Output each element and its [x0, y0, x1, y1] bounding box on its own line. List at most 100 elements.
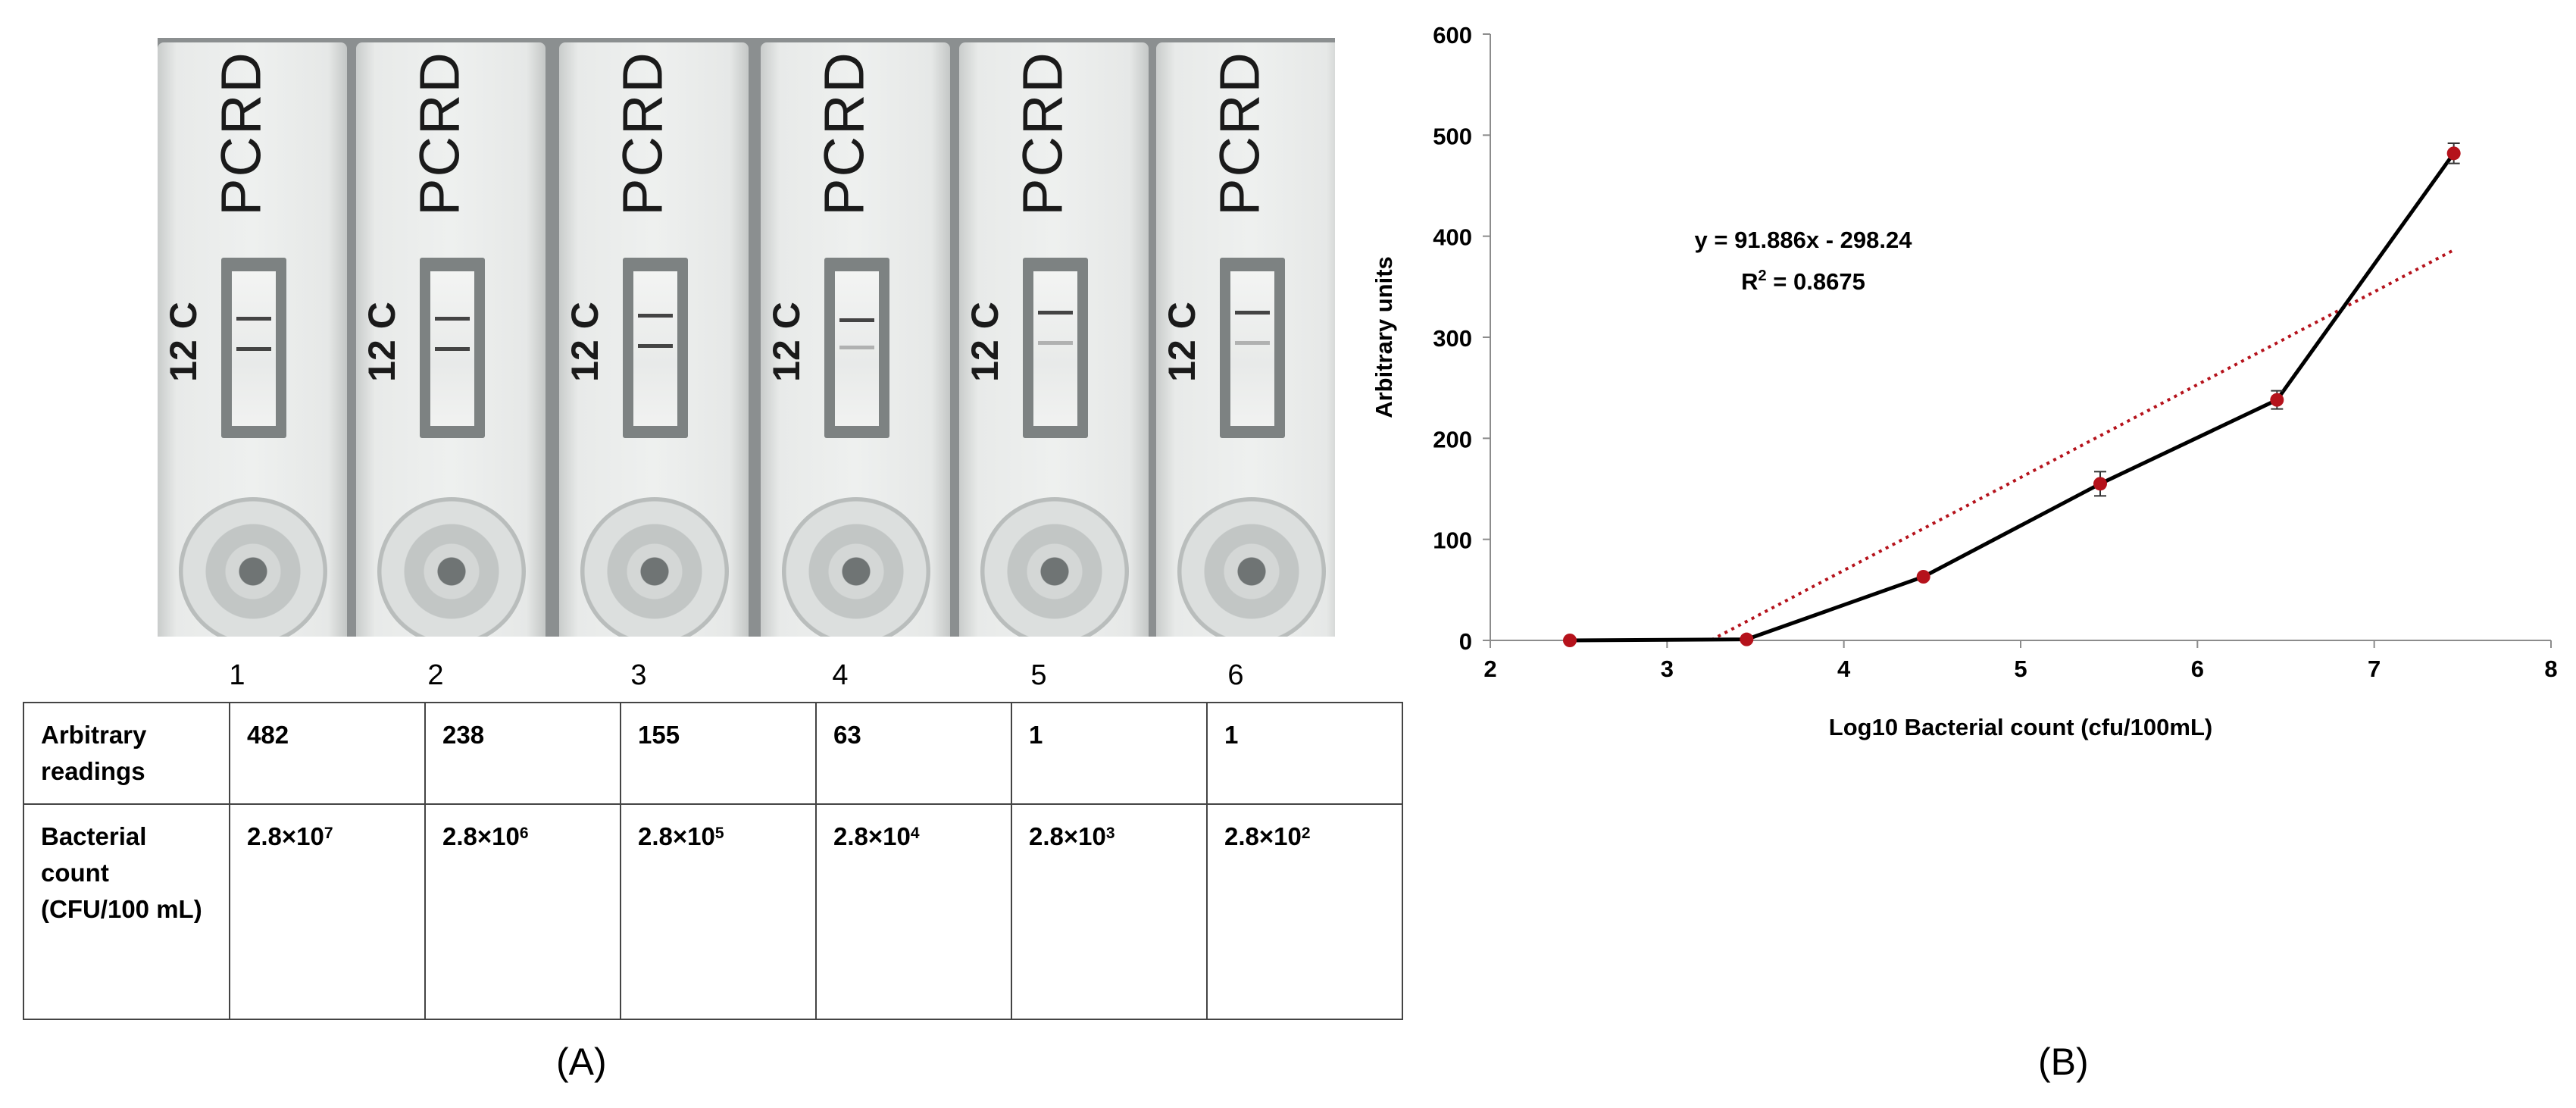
strip-number: 5 [1030, 659, 1047, 691]
sample-well [179, 497, 327, 637]
table-cell: 2.8×102 [1206, 803, 1403, 1020]
table-cell: 2.8×105 [620, 803, 817, 1020]
data-point [1740, 632, 1754, 646]
cassette-model-label: 12 C [564, 302, 606, 382]
cassette-model-label: 12 C [964, 302, 1006, 382]
count-mantissa: 2.8×10 [833, 822, 911, 850]
row-header-arbitrary: Arbitrary readings [23, 702, 230, 805]
x-tick-label: 7 [2368, 656, 2381, 682]
y-tick-label: 300 [1433, 325, 1472, 352]
strip-number: 1 [229, 659, 245, 691]
control-line [435, 317, 470, 321]
table-cell: 2.8×103 [1011, 803, 1208, 1020]
data-point [1916, 570, 1930, 584]
control-line [638, 314, 673, 318]
y-tick-label: 0 [1459, 628, 1472, 655]
membrane [232, 271, 276, 426]
x-tick-label: 6 [2191, 656, 2204, 682]
data-point [2270, 393, 2284, 407]
data-point [1563, 634, 1577, 647]
count-exponent: 6 [519, 825, 529, 842]
cassette-brand-label: PCRD [1011, 51, 1074, 216]
membrane [430, 271, 474, 426]
table-cell: 1 [1206, 702, 1403, 805]
count-exponent: 5 [714, 825, 724, 842]
cassette-brand-label: PCRD [611, 51, 674, 216]
r-squared-exponent: 2 [1758, 268, 1767, 284]
x-tick-label: 5 [2014, 656, 2027, 682]
count-mantissa: 2.8×10 [1224, 822, 1302, 850]
table-cell: 155 [620, 702, 817, 805]
test-cassette: PCRD 12 C [761, 42, 950, 637]
control-line [839, 318, 874, 322]
table-cell: 2.8×107 [229, 803, 426, 1020]
series-line [1569, 152, 2456, 643]
test-line [435, 347, 470, 351]
y-tick-label: 500 [1433, 123, 1472, 149]
control-line [1038, 311, 1073, 315]
test-cassette: PCRD 12 C [959, 42, 1149, 637]
trendline [1710, 249, 2455, 642]
y-tick-label: 200 [1433, 426, 1472, 452]
table-row: Bacterial count (CFU/100 mL) 2.8×107 2.8… [23, 803, 1403, 1020]
control-line [236, 317, 271, 321]
r-squared-prefix: R [1741, 268, 1758, 295]
test-cassette: PCRD 12 C [559, 42, 749, 637]
calibration-chart: 0 100 200 300 400 500 600 2 3 4 5 6 7 8 Log10 Bacteria… [1371, 22, 2558, 740]
table-cell: 1 [1011, 702, 1208, 805]
x-axis-label: Log10 Bacterial count (cfu/100mL) [1829, 714, 2212, 740]
y-tick-label: 400 [1433, 224, 1472, 251]
sample-well [377, 497, 526, 637]
y-tick-label: 600 [1433, 22, 1472, 49]
x-tick-label: 4 [1837, 656, 1851, 682]
test-line [638, 344, 673, 348]
cassette-brand-label: PCRD [408, 51, 471, 216]
cassette-model-label: 12 C [1161, 302, 1203, 382]
result-window [824, 258, 889, 438]
strip-number: 3 [630, 659, 647, 691]
readings-table: Arbitrary readings 482 238 155 63 1 1 Ba… [23, 702, 1403, 1020]
count-exponent: 2 [1301, 825, 1311, 842]
membrane [1033, 271, 1077, 426]
count-mantissa: 2.8×10 [247, 822, 324, 850]
count-exponent: 7 [324, 825, 333, 842]
test-cassette: PCRD 12 C [158, 42, 347, 637]
count-mantissa: 2.8×10 [442, 822, 520, 850]
count-mantissa: 2.8×10 [1029, 822, 1106, 850]
table-cell: 482 [229, 702, 426, 805]
test-line [1038, 341, 1073, 345]
sample-well [980, 497, 1129, 637]
row-header-bacterial-count: Bacterial count (CFU/100 mL) [23, 803, 230, 1020]
sample-well [580, 497, 729, 637]
strip-number: 4 [832, 659, 849, 691]
strip-number: 6 [1227, 659, 1244, 691]
result-window [1023, 258, 1088, 438]
count-mantissa: 2.8×10 [638, 822, 715, 850]
membrane [1230, 271, 1274, 426]
sample-well [782, 497, 930, 637]
table-cell: 238 [424, 702, 621, 805]
result-window [420, 258, 485, 438]
cassette-model-label: 12 C [361, 302, 403, 382]
data-point [2446, 146, 2461, 161]
cassette-brand-label: PCRD [1208, 51, 1271, 216]
test-line [236, 347, 271, 351]
table-cell: 63 [815, 702, 1012, 805]
trendline-equation: y = 91.886x - 298.24 [1695, 227, 1913, 253]
control-line [1235, 311, 1270, 315]
membrane [633, 271, 677, 426]
result-window [1220, 258, 1285, 438]
table-cell: 2.8×106 [424, 803, 621, 1020]
table-row: Arbitrary readings 482 238 155 63 1 1 [23, 702, 1403, 805]
result-window [221, 258, 286, 438]
test-line [1235, 341, 1270, 345]
result-window [623, 258, 688, 438]
panel-a-label: (A) [556, 1041, 607, 1083]
cassette-model-label: 12 C [162, 302, 205, 382]
test-line [839, 346, 874, 349]
count-exponent: 4 [910, 825, 920, 842]
x-tick-label: 8 [2544, 656, 2557, 682]
cassette-brand-label: PCRD [209, 51, 273, 216]
strip-number: 2 [427, 659, 444, 691]
data-point [2093, 477, 2107, 491]
